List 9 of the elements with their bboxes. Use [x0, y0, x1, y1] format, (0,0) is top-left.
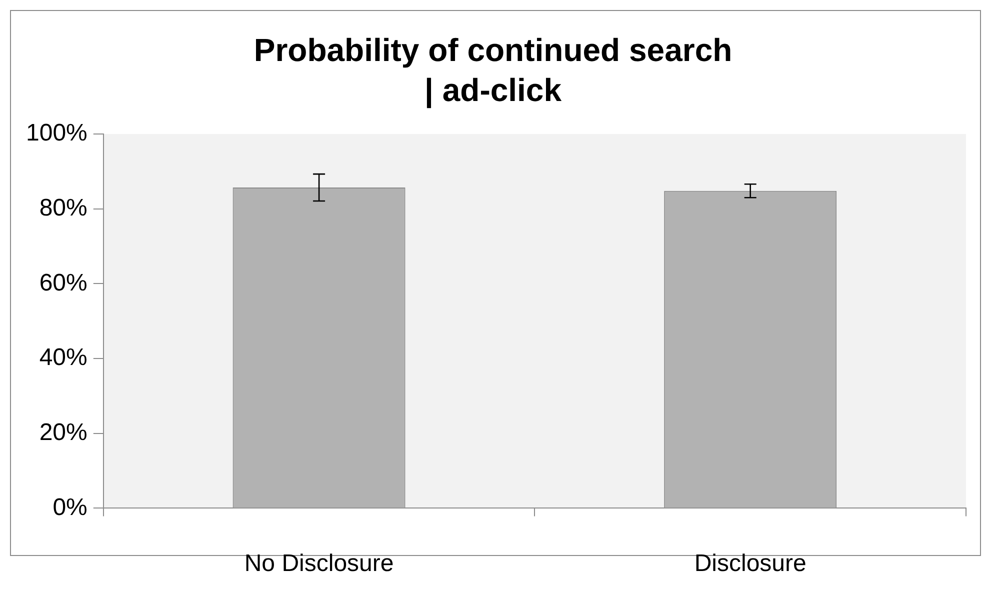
y-tick-label: 80%	[39, 194, 88, 222]
y-tick-label: 0%	[52, 494, 88, 521]
chart-title: Probability of continued search | ad-click	[254, 32, 732, 109]
x-tick-label: Disclosure	[694, 550, 806, 578]
y-tick-label: 100%	[26, 120, 88, 147]
y-tick-label: 60%	[39, 269, 88, 296]
y-tick-label: 20%	[39, 418, 88, 446]
x-tick-label: No Disclosure	[244, 550, 394, 578]
y-tick-label: 40%	[39, 344, 88, 372]
